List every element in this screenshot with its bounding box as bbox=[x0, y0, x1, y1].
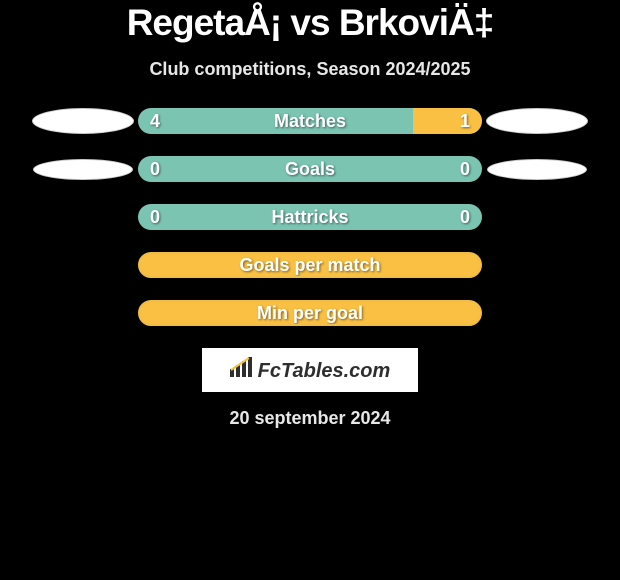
right-indicator bbox=[482, 252, 592, 278]
stat-value-left: 0 bbox=[150, 156, 160, 182]
stat-row: Goals per match bbox=[0, 252, 620, 278]
bar-fill-right bbox=[413, 108, 482, 134]
stat-label: Goals per match bbox=[140, 255, 480, 276]
stat-value-right: 0 bbox=[460, 156, 470, 182]
comparison-infographic: RegetaÅ¡ vs BrkoviÄ‡ Club competitions, … bbox=[0, 0, 620, 580]
logo-bars-icon bbox=[230, 357, 256, 377]
stat-value-left: 4 bbox=[150, 108, 160, 134]
left-indicator bbox=[28, 252, 138, 278]
stat-label: Min per goal bbox=[140, 303, 480, 324]
stat-row: Hattricks0 0 bbox=[0, 204, 620, 230]
page-title: RegetaÅ¡ vs BrkoviÄ‡ bbox=[0, 4, 620, 41]
logo-inner: FcTables.com bbox=[230, 357, 391, 383]
stat-value-right: 0 bbox=[460, 204, 470, 230]
left-indicator bbox=[28, 156, 138, 182]
stat-rows: Matches41Goals00Hattricks00Goals per mat… bbox=[0, 108, 620, 326]
subtitle: Club competitions, Season 2024/2025 bbox=[0, 59, 620, 80]
left-indicator bbox=[28, 300, 138, 326]
stat-bar: Min per goal bbox=[138, 300, 482, 326]
stat-value-right: 1 bbox=[460, 108, 470, 134]
date-caption: 20 september 2024 bbox=[0, 408, 620, 429]
stat-row: Matches41 bbox=[0, 108, 620, 134]
ellipse-icon bbox=[487, 159, 587, 180]
stat-bar: Matches41 bbox=[138, 108, 482, 134]
right-indicator bbox=[482, 156, 592, 182]
right-indicator bbox=[482, 108, 592, 134]
stat-label: Hattricks bbox=[138, 207, 482, 228]
right-indicator bbox=[482, 204, 592, 230]
logo-text: FcTables.com bbox=[258, 360, 391, 383]
stat-value-left: 0 bbox=[150, 204, 160, 230]
source-logo: FcTables.com bbox=[202, 348, 418, 392]
stat-bar: Goals0 0 bbox=[138, 156, 482, 182]
stat-row: Goals0 0 bbox=[0, 156, 620, 182]
ellipse-icon bbox=[32, 108, 134, 134]
stat-row: Min per goal bbox=[0, 300, 620, 326]
stat-label: Goals bbox=[138, 159, 482, 180]
right-indicator bbox=[482, 300, 592, 326]
left-indicator bbox=[28, 204, 138, 230]
stat-bar: Hattricks0 0 bbox=[138, 204, 482, 230]
ellipse-icon bbox=[486, 108, 588, 134]
left-indicator bbox=[28, 108, 138, 134]
stat-bar: Goals per match bbox=[138, 252, 482, 278]
ellipse-icon bbox=[33, 159, 133, 180]
